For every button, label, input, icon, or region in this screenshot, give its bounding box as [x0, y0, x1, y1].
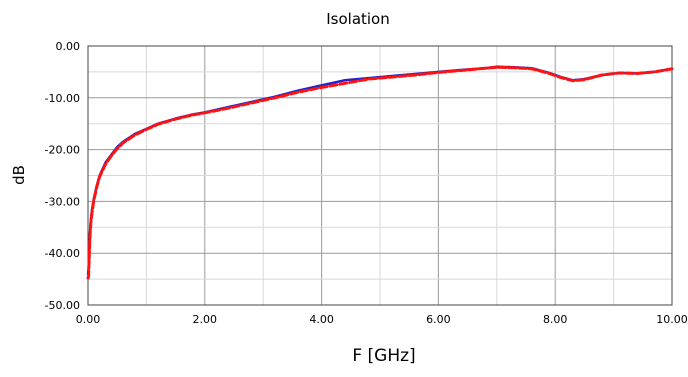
chart-title: Isolation [326, 10, 390, 28]
y-tick-label: -30.00 [45, 195, 80, 208]
x-tick-label: 4.00 [309, 313, 334, 326]
y-tick-label: -20.00 [45, 144, 80, 157]
x-tick-label: 6.00 [426, 313, 451, 326]
x-tick-label: 2.00 [193, 313, 218, 326]
y-tick-label: -50.00 [45, 299, 80, 312]
y-tick-label: 0.00 [56, 40, 81, 53]
grid-lines [88, 46, 672, 305]
y-axis-label: dB [10, 165, 28, 185]
x-tick-label: 0.00 [76, 313, 101, 326]
y-tick-label: -10.00 [45, 92, 80, 105]
x-tick-label: 10.00 [656, 313, 688, 326]
axis-ticks: 0.00 2.00 4.00 6.00 8.00 10.00 0.00 -10.00 -20.0… [45, 40, 688, 326]
data-series [86, 65, 674, 280]
plot-area-border [87, 45, 673, 306]
x-tick-label: 8.00 [543, 313, 568, 326]
series-line-2 [86, 65, 674, 280]
y-tick-label: -40.00 [45, 247, 80, 260]
x-axis-label: F [GHz] [352, 346, 415, 366]
